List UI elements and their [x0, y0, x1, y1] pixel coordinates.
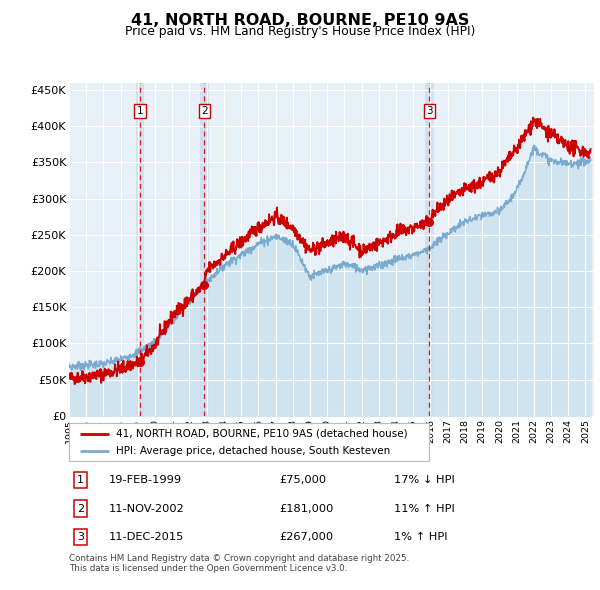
Text: 1: 1: [77, 476, 84, 485]
Text: 2: 2: [77, 504, 84, 513]
Text: £181,000: £181,000: [279, 504, 334, 513]
Text: 1: 1: [137, 106, 143, 116]
Text: 3: 3: [426, 106, 433, 116]
Text: £75,000: £75,000: [279, 476, 326, 485]
Text: 17% ↓ HPI: 17% ↓ HPI: [395, 476, 455, 485]
Text: 19-FEB-1999: 19-FEB-1999: [109, 476, 182, 485]
Text: 1% ↑ HPI: 1% ↑ HPI: [395, 532, 448, 542]
Text: 41, NORTH ROAD, BOURNE, PE10 9AS: 41, NORTH ROAD, BOURNE, PE10 9AS: [131, 13, 469, 28]
Text: 11% ↑ HPI: 11% ↑ HPI: [395, 504, 455, 513]
Text: 41, NORTH ROAD, BOURNE, PE10 9AS (detached house): 41, NORTH ROAD, BOURNE, PE10 9AS (detach…: [116, 429, 407, 439]
Text: 3: 3: [77, 532, 84, 542]
Text: 2: 2: [201, 106, 208, 116]
Bar: [200, 83, 209, 416]
Text: 11-NOV-2002: 11-NOV-2002: [109, 504, 184, 513]
Bar: [136, 83, 144, 416]
Text: 11-DEC-2015: 11-DEC-2015: [109, 532, 184, 542]
Text: Price paid vs. HM Land Registry's House Price Index (HPI): Price paid vs. HM Land Registry's House …: [125, 25, 475, 38]
Text: HPI: Average price, detached house, South Kesteven: HPI: Average price, detached house, Sout…: [116, 447, 390, 457]
Text: Contains HM Land Registry data © Crown copyright and database right 2025.
This d: Contains HM Land Registry data © Crown c…: [69, 554, 409, 573]
Bar: [425, 83, 434, 416]
Text: £267,000: £267,000: [279, 532, 333, 542]
